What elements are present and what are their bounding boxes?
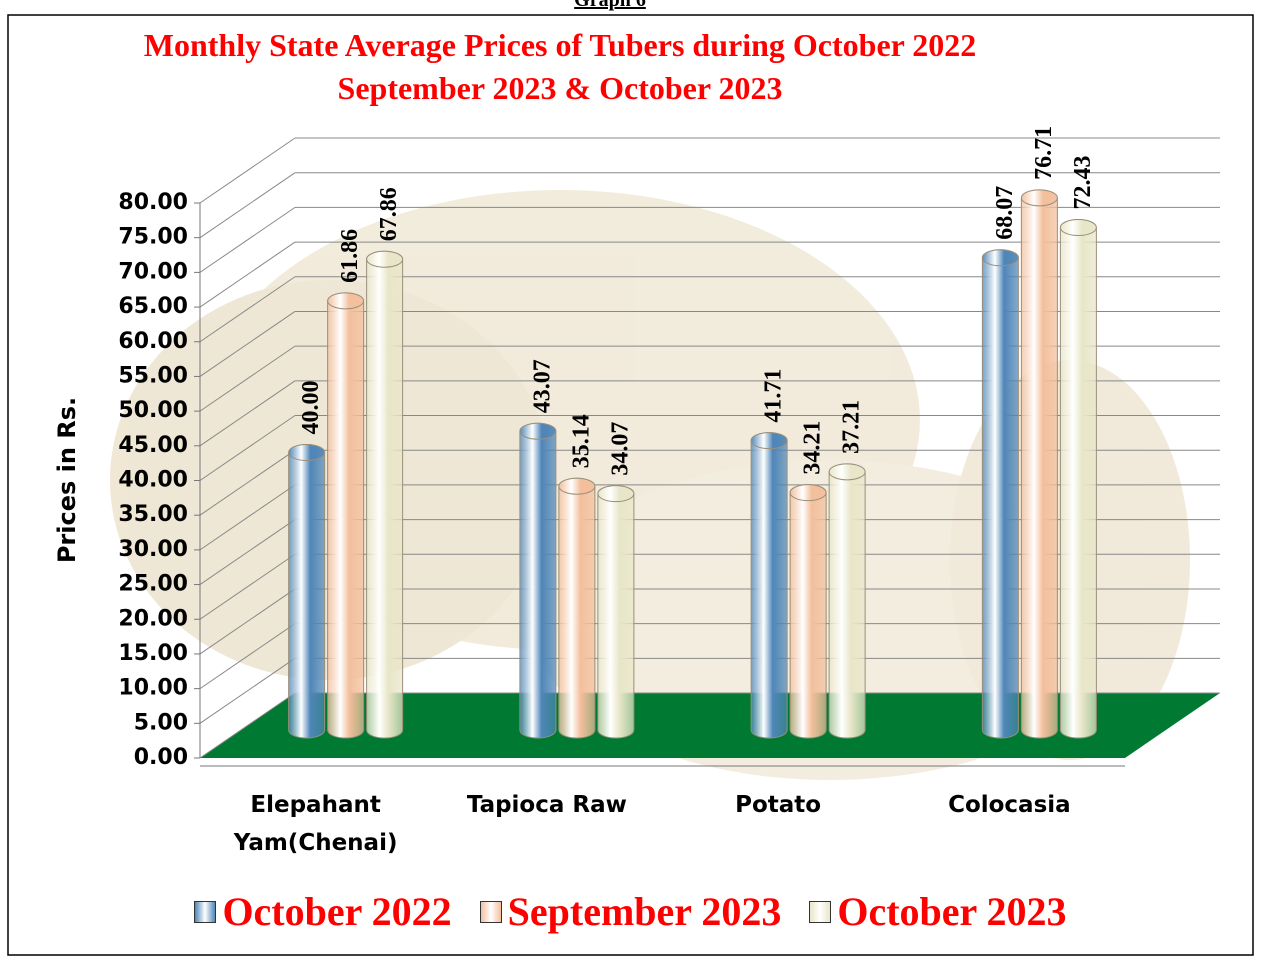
y-tick-label: 60.00 <box>118 329 188 354</box>
bar-cap <box>519 422 557 440</box>
bar-cap <box>1020 189 1058 207</box>
bar-cap <box>327 292 365 310</box>
bar-cap <box>750 432 788 450</box>
grid-line <box>199 657 296 724</box>
value-label: 40.00 <box>298 381 324 435</box>
legend: October 2022 September 2023 October 2023 <box>0 888 1261 935</box>
y-tick-label: 50.00 <box>118 398 188 423</box>
grid-line <box>199 380 296 447</box>
grid-line <box>199 623 296 690</box>
x-tick-label: Elepahant Yam(Chenai) <box>233 792 398 856</box>
bar <box>1020 189 1058 739</box>
bar <box>750 432 788 739</box>
grid-line <box>199 415 296 481</box>
y-tick-label: 5.00 <box>134 710 188 735</box>
bar-cap <box>789 484 827 502</box>
bar <box>1059 219 1097 739</box>
x-tick-label: Colocasia <box>948 792 1071 818</box>
value-label: 34.07 <box>607 422 633 476</box>
legend-label: October 2022 <box>222 889 452 934</box>
bar <box>558 477 596 739</box>
y-tick-label: 30.00 <box>118 537 188 562</box>
value-label: 41.71 <box>761 369 787 423</box>
bar-cap <box>366 250 404 268</box>
x-tick-label: Tapioca Raw <box>466 792 627 818</box>
chart-title: September 2023 & October 2023 <box>338 70 783 106</box>
grid-line <box>199 345 296 412</box>
bar <box>327 292 365 739</box>
bar <box>789 484 827 739</box>
legend-item: September 2023 <box>479 888 782 935</box>
bar-cap <box>597 485 635 503</box>
bar <box>828 463 866 739</box>
value-label: 68.07 <box>992 186 1018 240</box>
legend-label: September 2023 <box>507 889 782 934</box>
grid-line <box>199 692 296 759</box>
y-axis-label: Prices in Rs. <box>53 397 81 563</box>
legend-item: October 2023 <box>809 888 1067 935</box>
bar <box>597 485 635 739</box>
value-label: 67.86 <box>376 187 402 241</box>
y-tick-label: 70.00 <box>118 259 188 284</box>
grid-line <box>199 241 296 308</box>
bar <box>981 249 1019 739</box>
grid-line <box>199 484 296 551</box>
value-label: 72.43 <box>1070 156 1096 210</box>
grid-line <box>199 311 296 377</box>
bar <box>519 422 557 739</box>
x-tick-label: Potato <box>735 792 822 818</box>
bar-cap <box>1059 219 1097 237</box>
y-tick-label: 20.00 <box>118 606 188 631</box>
y-tick-label: 10.00 <box>118 676 188 701</box>
bar-cap <box>828 463 866 481</box>
y-tick-label: 45.00 <box>118 433 188 458</box>
y-tick-label: 65.00 <box>118 294 188 319</box>
legend-label: October 2023 <box>837 889 1067 934</box>
legend-swatch <box>194 900 217 923</box>
bar <box>366 250 404 739</box>
value-label: 61.86 <box>337 229 363 283</box>
value-label: 34.21 <box>800 421 826 475</box>
bar <box>288 444 326 739</box>
value-label: 43.07 <box>529 359 555 413</box>
grid-line <box>199 172 296 239</box>
grid-line <box>199 588 296 655</box>
y-tick-label: 35.00 <box>118 502 188 527</box>
chart-title: Monthly State Average Prices of Tubers d… <box>144 27 977 63</box>
y-tick-label: 0.00 <box>134 745 188 770</box>
value-label: 76.71 <box>1031 126 1057 180</box>
grid-line <box>199 137 296 204</box>
bar-cap <box>288 444 326 461</box>
y-tick-label: 55.00 <box>118 363 188 388</box>
grid-line <box>199 449 296 516</box>
bar-cap <box>981 249 1019 267</box>
floor <box>200 693 1220 758</box>
y-tick-label: 75.00 <box>118 225 188 250</box>
grid-line <box>199 206 296 273</box>
bar-cap <box>558 477 596 495</box>
y-tick-label: 40.00 <box>118 468 188 493</box>
value-label: 37.21 <box>839 400 865 454</box>
header: Graph 6 <box>574 0 646 11</box>
value-label: 35.14 <box>568 414 594 468</box>
grid-line <box>199 276 296 343</box>
legend-item: October 2022 <box>194 888 452 935</box>
legend-swatch <box>479 900 502 923</box>
grid-line <box>199 553 296 620</box>
y-tick-label: 80.00 <box>118 190 188 215</box>
grid-line <box>199 519 296 585</box>
y-tick-label: 25.00 <box>118 572 188 597</box>
legend-swatch <box>809 900 832 923</box>
y-tick-label: 15.00 <box>118 641 188 666</box>
